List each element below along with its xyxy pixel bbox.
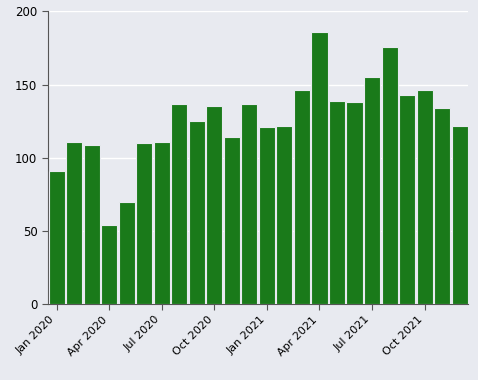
Bar [48, 171, 65, 304]
Bar [452, 125, 468, 304]
Bar [66, 142, 82, 304]
Bar [119, 202, 135, 304]
Bar [364, 77, 380, 304]
Bar [276, 125, 293, 304]
Bar [399, 95, 415, 304]
Bar [311, 32, 327, 304]
Bar [241, 104, 258, 304]
Bar [224, 137, 240, 304]
Bar [259, 127, 275, 304]
Bar [434, 108, 450, 304]
Bar [416, 90, 433, 304]
Bar [381, 46, 398, 304]
Bar [101, 225, 117, 304]
Bar [347, 102, 363, 304]
Bar [206, 106, 222, 304]
Bar [84, 144, 100, 304]
Bar [171, 104, 187, 304]
Bar [294, 90, 310, 304]
Bar [136, 143, 152, 304]
Bar [189, 121, 205, 304]
Bar [329, 101, 345, 304]
Bar [153, 142, 170, 304]
